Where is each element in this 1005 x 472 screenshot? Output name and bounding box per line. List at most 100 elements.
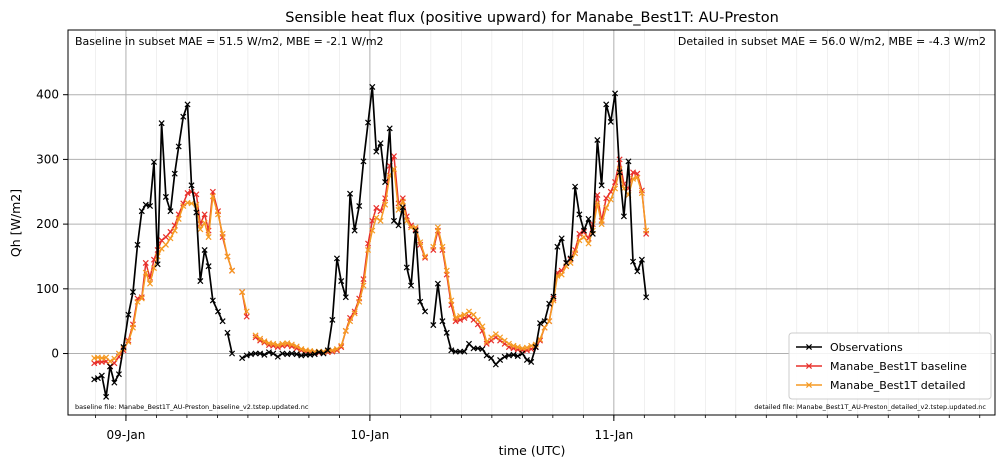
y-tick-label: 200 xyxy=(36,217,59,231)
data-point xyxy=(479,345,486,353)
axes: 09-Jan 10-Jan 11-Jan 0 100 200 300 400 xyxy=(36,88,981,442)
data-point xyxy=(422,308,429,315)
y-tick-label: 0 xyxy=(51,347,59,361)
data-point xyxy=(488,334,495,341)
data-point xyxy=(107,358,114,365)
data-point xyxy=(501,337,508,344)
data-point xyxy=(347,318,354,325)
legend-marker xyxy=(805,381,813,389)
data-point xyxy=(205,263,212,270)
data-point xyxy=(483,338,490,345)
data-point xyxy=(342,294,349,301)
data-point xyxy=(430,243,437,250)
data-point xyxy=(408,224,415,231)
y-axis-label: Qh [W/m2] xyxy=(8,189,23,257)
data-point xyxy=(224,253,231,260)
data-point xyxy=(634,268,641,275)
data-point xyxy=(483,352,490,359)
data-point xyxy=(422,253,429,260)
data-point xyxy=(612,90,619,97)
data-point xyxy=(184,190,191,197)
data-point xyxy=(465,308,473,315)
data-point xyxy=(630,169,637,176)
series-observations xyxy=(91,83,650,400)
data-point xyxy=(257,335,264,342)
data-point xyxy=(197,226,204,233)
detailed-stats-annotation: Detailed in subset MAE = 56.0 W/m2, MBE … xyxy=(678,35,986,48)
legend-label: Manabe_Best1T baseline xyxy=(830,360,967,373)
data-point xyxy=(365,119,372,126)
data-point xyxy=(443,329,450,336)
data-point xyxy=(261,351,268,358)
data-point xyxy=(193,209,200,216)
data-point xyxy=(356,298,363,305)
data-point xyxy=(430,322,437,329)
data-point xyxy=(443,267,450,274)
data-point xyxy=(239,289,246,296)
data-point xyxy=(643,294,650,301)
data-point xyxy=(580,227,587,234)
chart-title: Sensible heat flux (positive upward) for… xyxy=(285,10,779,26)
data-point xyxy=(351,227,358,234)
legend-label: Manabe_Best1T detailed xyxy=(830,379,965,392)
data-point xyxy=(147,202,154,210)
plot-frame xyxy=(67,29,996,416)
data-point xyxy=(201,219,208,226)
data-point xyxy=(365,246,372,254)
data-point xyxy=(576,237,583,244)
data-point xyxy=(408,282,415,289)
series-layer xyxy=(91,83,650,400)
data-point xyxy=(589,230,596,237)
data-point xyxy=(150,158,158,166)
data-point xyxy=(492,331,499,338)
data-point xyxy=(580,228,587,235)
data-point xyxy=(630,175,637,182)
data-point xyxy=(279,350,286,357)
data-point xyxy=(229,267,236,274)
data-point xyxy=(465,340,473,347)
data-point xyxy=(219,230,226,237)
data-point xyxy=(576,211,583,218)
data-point xyxy=(209,188,216,195)
data-point xyxy=(439,318,446,325)
data-point xyxy=(320,350,327,357)
data-point xyxy=(115,371,122,378)
legend: Observations Manabe_Best1T baseline Manabe… xyxy=(788,332,992,400)
legend-item-observations: Observations xyxy=(796,341,903,354)
data-point xyxy=(554,243,561,250)
data-point xyxy=(399,204,406,211)
legend-label: Observations xyxy=(830,341,903,354)
data-point xyxy=(523,344,530,351)
y-tick-label: 400 xyxy=(36,88,59,102)
data-point xyxy=(103,393,110,400)
data-point xyxy=(514,344,521,351)
data-point xyxy=(329,347,336,354)
data-point xyxy=(107,363,114,370)
data-point xyxy=(616,169,623,176)
data-point xyxy=(434,280,441,287)
data-point xyxy=(288,350,295,357)
data-point xyxy=(252,332,259,339)
data-point xyxy=(580,234,587,241)
data-point xyxy=(229,350,236,357)
data-point xyxy=(390,153,397,160)
data-point xyxy=(315,349,322,356)
data-point xyxy=(417,239,424,246)
data-point xyxy=(373,214,380,221)
data-point xyxy=(514,353,521,360)
data-point xyxy=(403,264,410,271)
data-point xyxy=(625,158,632,165)
data-point xyxy=(138,295,145,302)
data-point xyxy=(98,372,105,379)
data-point xyxy=(184,101,191,108)
data-point xyxy=(612,185,619,192)
data-point xyxy=(382,201,389,208)
data-point xyxy=(461,311,468,318)
data-point xyxy=(607,118,614,125)
data-point xyxy=(188,182,195,189)
data-point xyxy=(377,217,384,224)
data-point xyxy=(125,338,132,345)
data-point xyxy=(347,190,354,197)
